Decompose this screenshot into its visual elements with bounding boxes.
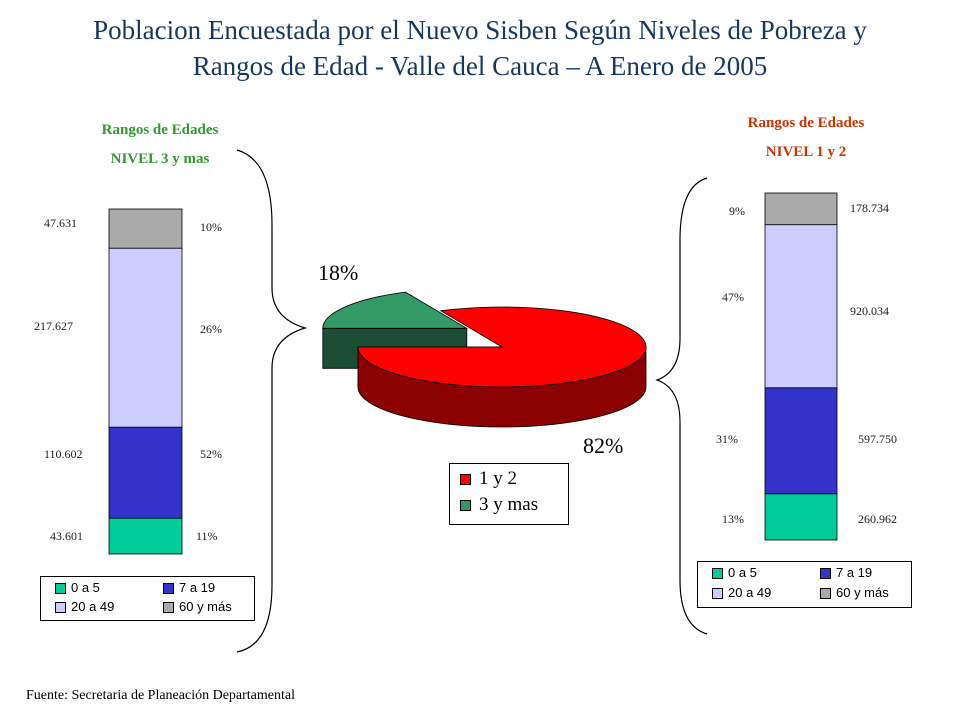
- right-legend: 0 a 5 7 a 19 20 a 49 60 y más: [697, 561, 912, 608]
- left-legend-item-20-49: 20 a 49: [55, 599, 114, 614]
- left-bar-segment-20-49: [108, 247, 183, 428]
- pie-legend-item-3ymas: 3 y mas: [460, 494, 538, 516]
- right-pct-20-49: 47%: [722, 290, 744, 304]
- right-bar-segment-20-49: [764, 224, 838, 389]
- pie-label-3ymas: 18%: [318, 260, 359, 285]
- right-pct-7-19: 31%: [716, 432, 738, 446]
- pie-slice-3ymas-top: [322, 291, 469, 329]
- legend-swatch: [163, 602, 174, 614]
- pie-legend-item-1y2: 1 y 2: [460, 468, 517, 490]
- pie-legend: 1 y 2 3 y mas: [449, 463, 569, 525]
- right-stacked-bar: [764, 192, 838, 541]
- legend-swatch: [712, 588, 723, 600]
- left-bar-segment-7-19: [108, 426, 183, 519]
- title-line-2: Rangos de Edad - Valle del Cauca – A Ene…: [192, 51, 768, 81]
- right-legend-item-0-5: 0 a 5: [712, 565, 757, 580]
- left-brace: [236, 149, 308, 653]
- right-title-line-2: NIVEL 1 y 2: [765, 144, 847, 160]
- right-value-0-5: 260.962: [858, 512, 897, 526]
- right-pct-60: 9%: [729, 204, 745, 218]
- legend-swatch: [55, 583, 66, 595]
- left-bar-segment-0-5: [108, 517, 183, 555]
- left-pct-0-5: 11%: [196, 529, 218, 543]
- right-legend-item-20-49: 20 a 49: [712, 585, 771, 600]
- right-bar-segment-7-19: [764, 387, 838, 495]
- left-title-line-2: NIVEL 3 y mas: [110, 151, 210, 167]
- left-legend-item-0-5: 0 a 5: [55, 580, 100, 595]
- pie-chart-3d: [322, 291, 647, 428]
- right-brace: [655, 177, 708, 635]
- right-pct-0-5: 13%: [722, 512, 744, 526]
- right-value-20-49: 920.034: [850, 304, 889, 318]
- left-value-7-19: 110.602: [44, 447, 83, 461]
- left-value-0-5: 43.601: [50, 529, 83, 543]
- pie-label-1y2: 82%: [583, 433, 624, 458]
- legend-swatch: [163, 583, 174, 595]
- right-panel-title: Rangos de Edades NIVEL 1 y 2: [706, 115, 906, 161]
- right-value-7-19: 597.750: [858, 432, 897, 446]
- legend-swatch: [820, 588, 831, 600]
- right-bar-segment-60: [764, 192, 838, 226]
- left-panel-title: Rangos de Edades NIVEL 3 y mas: [60, 122, 260, 168]
- left-value-20-49: 217.627: [34, 319, 73, 333]
- left-legend: 0 a 5 7 a 19 20 a 49 60 y más: [40, 576, 255, 621]
- left-stacked-bar: [108, 208, 183, 555]
- pie-slice-1y2-top: [357, 306, 647, 388]
- left-legend-item-60: 60 y más: [163, 599, 232, 614]
- legend-swatch: [712, 568, 723, 580]
- title-line-1: Poblacion Encuestada por el Nuevo Sisben…: [93, 15, 867, 45]
- left-pct-60: 10%: [200, 220, 222, 234]
- left-pct-20-49: 26%: [200, 322, 222, 336]
- left-title-line-1: Rangos de Edades: [101, 122, 219, 138]
- left-value-60: 47.631: [44, 216, 77, 230]
- right-title-line-1: Rangos de Edades: [747, 115, 865, 131]
- right-legend-item-7-19: 7 a 19: [820, 565, 872, 580]
- legend-swatch: [55, 602, 66, 614]
- legend-swatch: [460, 474, 471, 486]
- left-legend-item-7-19: 7 a 19: [163, 580, 215, 595]
- left-pct-7-19: 52%: [200, 447, 222, 461]
- left-bar-segment-60: [108, 208, 183, 249]
- source-note: Fuente: Secretaria de Planeación Departa…: [26, 688, 295, 703]
- right-legend-item-60: 60 y más: [820, 585, 889, 600]
- legend-swatch: [820, 568, 831, 580]
- right-bar-segment-0-5: [764, 493, 838, 541]
- chart-title: Poblacion Encuestada por el Nuevo Sisben…: [0, 12, 960, 84]
- right-value-60: 178.734: [850, 201, 889, 215]
- legend-swatch: [460, 500, 471, 512]
